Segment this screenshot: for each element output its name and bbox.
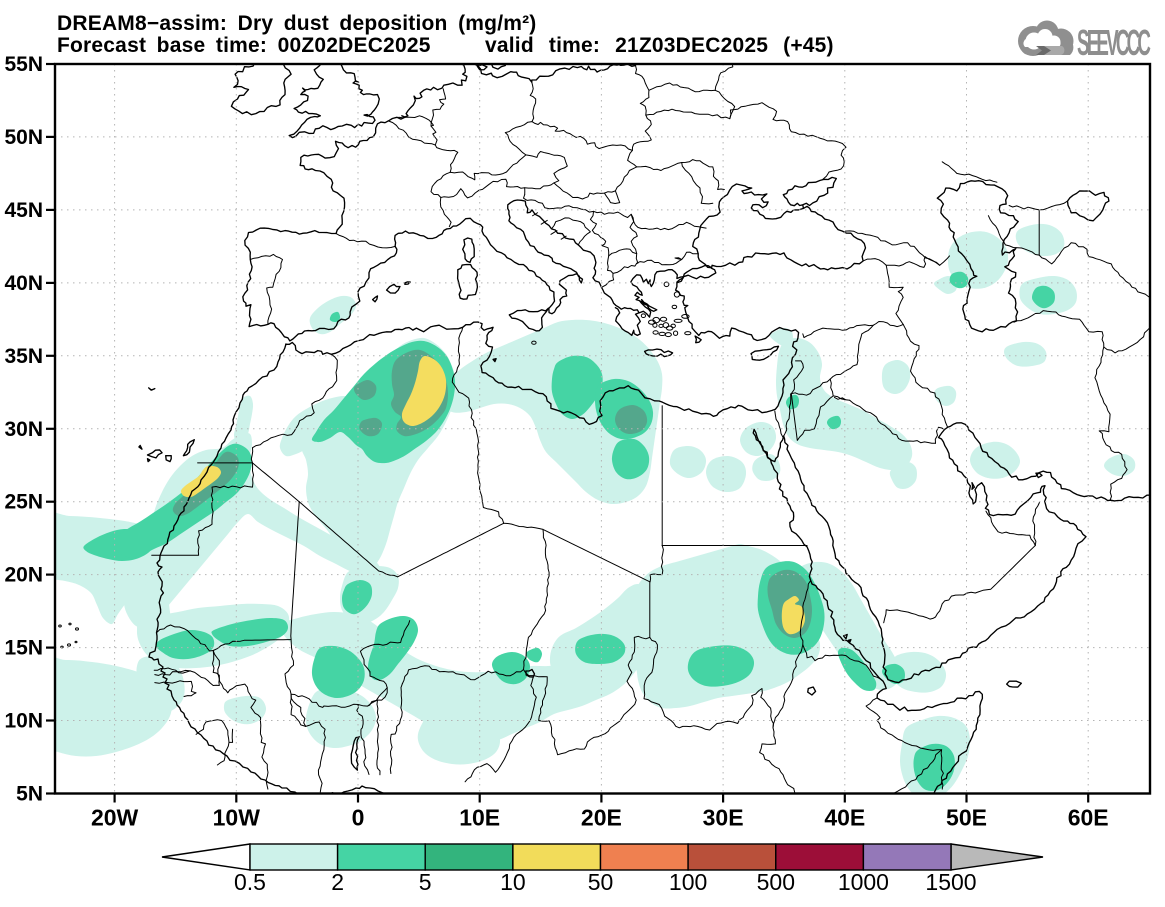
svg-text:20N: 20N bbox=[4, 564, 43, 587]
svg-text:2: 2 bbox=[331, 869, 344, 895]
svg-text:30N: 30N bbox=[4, 418, 43, 441]
svg-text:15N: 15N bbox=[4, 637, 43, 660]
svg-text:Forecast base time: 00Z02DEC20: Forecast base time: 00Z02DEC2025 bbox=[57, 34, 431, 57]
svg-text:10N: 10N bbox=[4, 710, 43, 733]
svg-text:10W: 10W bbox=[213, 805, 261, 831]
svg-text:30E: 30E bbox=[703, 805, 744, 831]
svg-text:500: 500 bbox=[757, 869, 795, 895]
svg-text:60E: 60E bbox=[1068, 805, 1109, 831]
svg-text:10: 10 bbox=[500, 869, 526, 895]
svg-text:1000: 1000 bbox=[838, 869, 889, 895]
svg-text:10E: 10E bbox=[459, 805, 500, 831]
svg-text:55N: 55N bbox=[4, 53, 43, 76]
svg-text:0: 0 bbox=[352, 805, 365, 831]
svg-text:DREAM8−assim: Dry dust deposit: DREAM8−assim: Dry dust deposition (mg/m²… bbox=[57, 12, 537, 35]
svg-text:20E: 20E bbox=[581, 805, 622, 831]
svg-text:5N: 5N bbox=[16, 783, 43, 806]
svg-text:25N: 25N bbox=[4, 491, 43, 514]
svg-text:20W: 20W bbox=[91, 805, 139, 831]
svg-text:0.5: 0.5 bbox=[234, 869, 266, 895]
svg-text:45N: 45N bbox=[4, 199, 43, 222]
svg-text:50: 50 bbox=[588, 869, 614, 895]
svg-text:40N: 40N bbox=[4, 272, 43, 295]
svg-text:40E: 40E bbox=[824, 805, 865, 831]
svg-text:35N: 35N bbox=[4, 345, 43, 368]
svg-text:50N: 50N bbox=[4, 126, 43, 149]
svg-text:valid time: 21Z03DEC2025 (+45): valid time: 21Z03DEC2025 (+45) bbox=[485, 34, 834, 57]
svg-text:SEEVCCC: SEEVCCC bbox=[1077, 24, 1151, 64]
svg-text:5: 5 bbox=[419, 869, 432, 895]
svg-text:1500: 1500 bbox=[925, 869, 976, 895]
svg-text:50E: 50E bbox=[946, 805, 987, 831]
svg-text:100: 100 bbox=[669, 869, 707, 895]
